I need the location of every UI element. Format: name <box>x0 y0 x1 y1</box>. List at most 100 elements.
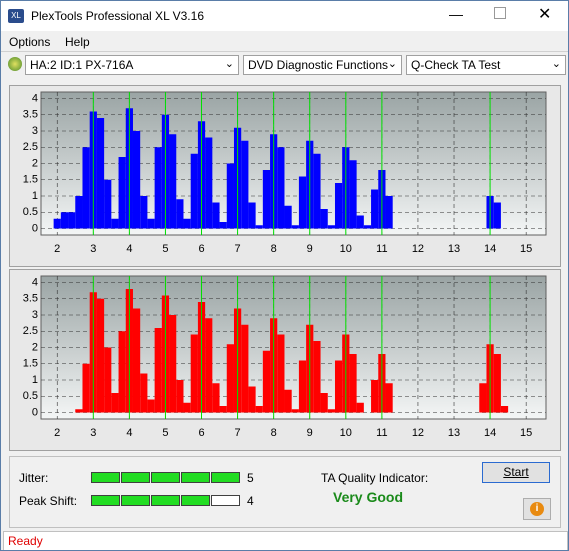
bar <box>334 183 343 229</box>
meter-box <box>211 495 240 506</box>
meter-box <box>151 495 180 506</box>
dropdown-arrow: ⌄ <box>224 58 234 70</box>
bar <box>363 225 372 229</box>
bar <box>284 205 292 229</box>
start-button[interactable]: Start <box>482 462 550 483</box>
bar <box>500 406 509 413</box>
bar <box>371 189 379 229</box>
drive-text: HA:2 ID:1 PX-716A <box>30 58 134 72</box>
y-tick-label: 2.5 <box>23 325 38 337</box>
x-tick-label: 4 <box>126 427 132 439</box>
bar <box>313 153 321 229</box>
test-select[interactable]: Q-Check TA Test ⌄ <box>406 55 566 75</box>
x-tick-label: 9 <box>307 243 313 255</box>
dropdown-arrow: ⌄ <box>551 58 561 70</box>
bar <box>183 402 191 413</box>
bar <box>118 157 126 229</box>
title-bar <box>1 1 568 31</box>
bar <box>248 386 256 413</box>
x-tick-label: 3 <box>90 243 96 255</box>
bar <box>241 324 249 413</box>
y-tick-label: 0 <box>32 222 38 234</box>
x-tick-label: 9 <box>307 427 313 439</box>
maximize-button[interactable] <box>494 7 506 19</box>
meter-box <box>211 472 240 483</box>
bar <box>60 212 69 229</box>
window-title: PlexTools Professional XL V3.16 <box>31 9 204 23</box>
y-tick-label: 3 <box>32 125 38 137</box>
bar <box>371 380 379 413</box>
x-tick-label: 6 <box>198 243 204 255</box>
bar <box>277 334 285 413</box>
meter-box <box>121 472 150 483</box>
bar <box>176 380 184 413</box>
bar <box>68 212 76 229</box>
meter-box <box>181 472 210 483</box>
bar <box>320 393 328 413</box>
bar <box>104 347 112 413</box>
bar <box>219 222 227 229</box>
x-tick-label: 4 <box>126 243 132 255</box>
y-tick-label: 1 <box>32 374 38 386</box>
y-tick-label: 4 <box>32 276 38 288</box>
meter-box <box>151 472 180 483</box>
bar <box>212 383 220 413</box>
close-button[interactable]: ✕ <box>538 6 552 23</box>
menu-item[interactable]: Help <box>65 35 90 49</box>
bar <box>356 215 364 229</box>
x-tick-label: 12 <box>412 243 424 255</box>
x-tick-label: 14 <box>484 427 496 439</box>
x-tick-label: 7 <box>235 243 241 255</box>
bar <box>154 147 162 229</box>
quality-rating: Very Good <box>333 489 404 505</box>
bar <box>349 354 357 413</box>
bar <box>212 202 220 229</box>
meter-box <box>91 495 120 506</box>
chart: 0 0.5 1 1.5 2 2.5 3 3.5 4 2 3 4 5 6 7 8 9 10 11 12 13 14 15 <box>23 275 547 439</box>
bar <box>349 160 357 229</box>
bar <box>277 147 285 229</box>
function-select[interactable]: DVD Diagnostic Functions ⌄ <box>243 55 402 75</box>
drive-select[interactable]: HA:2 ID:1 PX-716A ⌄ <box>25 55 239 75</box>
meter-box <box>181 495 210 506</box>
info-icon: i <box>530 502 544 516</box>
bar <box>190 334 198 413</box>
bar <box>205 318 213 413</box>
bar <box>154 328 162 413</box>
bar <box>226 344 234 413</box>
bar <box>248 202 256 229</box>
peak-shift-value: 4 <box>247 494 254 508</box>
bar <box>385 383 393 413</box>
bar <box>147 399 155 413</box>
x-tick-label: 13 <box>448 243 460 255</box>
bar <box>313 341 321 413</box>
bar <box>226 163 234 229</box>
bar <box>190 153 198 229</box>
y-tick-label: 3.5 <box>23 293 38 305</box>
y-tick-label: 1 <box>32 190 38 202</box>
x-tick-label: 15 <box>520 243 532 255</box>
x-tick-label: 8 <box>271 243 277 255</box>
x-tick-label: 13 <box>448 427 460 439</box>
bar <box>111 218 119 229</box>
x-tick-label: 10 <box>340 427 352 439</box>
bar <box>385 196 393 229</box>
meter-box <box>121 495 150 506</box>
minimize-button[interactable]: — <box>449 6 463 22</box>
info-button[interactable]: i <box>523 498 551 520</box>
separator <box>1 51 568 52</box>
meter-box <box>91 472 120 483</box>
peak-shift-label: Peak Shift: <box>19 494 78 508</box>
bar <box>356 402 364 413</box>
x-tick-label: 3 <box>90 427 96 439</box>
menu-item[interactable]: Options <box>9 35 51 49</box>
function-text: DVD Diagnostic Functions <box>248 58 389 72</box>
results-panel <box>9 456 561 528</box>
bar <box>298 360 307 413</box>
bar <box>298 176 307 229</box>
dropdown-arrow: ⌄ <box>387 58 397 70</box>
bar <box>334 360 343 413</box>
bar <box>241 140 249 229</box>
y-tick-label: 4 <box>32 92 38 104</box>
